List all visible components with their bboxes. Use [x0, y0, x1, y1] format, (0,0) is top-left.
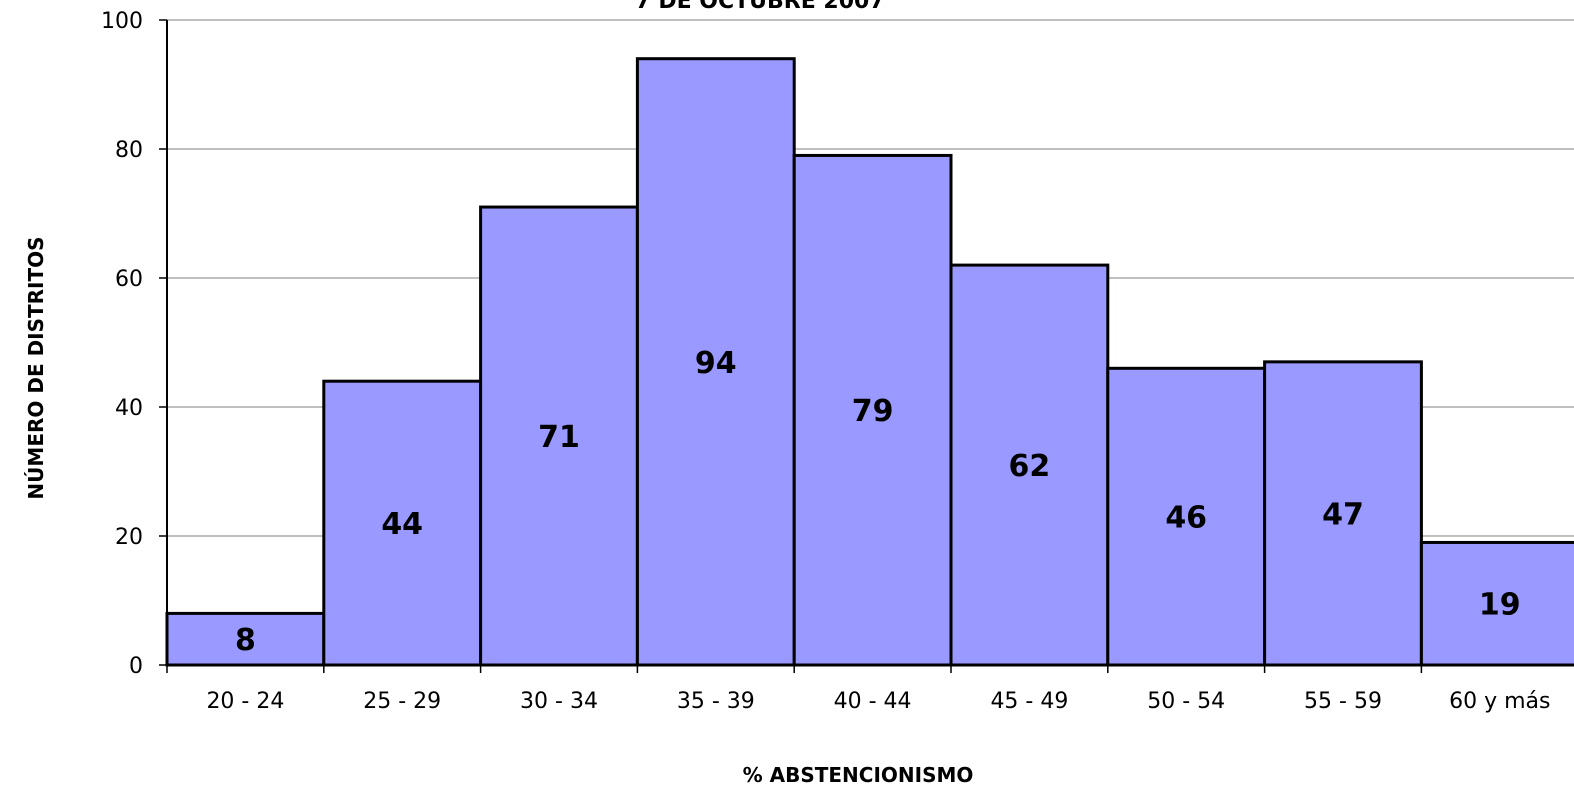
- y-axis-title: NÚMERO DE DISTRITOS: [24, 236, 48, 499]
- y-tick-label: 100: [101, 9, 143, 34]
- y-tick-label: 20: [115, 525, 143, 550]
- y-tick-label: 0: [129, 654, 143, 679]
- labels: 0 20 40 60 80 100 8 20 - 24 44 25 - 29 71 30 - 34 94…: [101, 9, 1550, 714]
- data-label: 46: [1165, 501, 1207, 536]
- y-tick-label: 40: [115, 396, 143, 421]
- chart-title: 7 DE OCTUBRE 2007: [635, 0, 884, 14]
- bar: [949, 263, 1110, 667]
- x-tick-label: 20 - 24: [206, 689, 284, 714]
- axes: [159, 19, 1574, 673]
- bar: [792, 153, 953, 667]
- data-label: 44: [381, 507, 423, 542]
- data-label: 62: [1009, 449, 1051, 484]
- x-tick-label: 60 y más: [1449, 689, 1550, 714]
- bar: [479, 205, 639, 667]
- bar: [635, 57, 796, 667]
- data-label: 8: [235, 623, 256, 658]
- x-tick-label: 25 - 29: [363, 689, 441, 714]
- y-tick-label: 80: [115, 138, 143, 163]
- data-label: 47: [1322, 497, 1364, 532]
- bar: [1263, 360, 1423, 667]
- bar: [1106, 366, 1267, 667]
- x-tick-label: 50 - 54: [1147, 689, 1225, 714]
- x-tick-label: 35 - 39: [677, 689, 755, 714]
- x-tick-label: 40 - 44: [834, 689, 912, 714]
- x-tick-label: 55 - 59: [1304, 689, 1382, 714]
- data-label: 94: [695, 346, 737, 381]
- data-label: 71: [538, 420, 580, 455]
- data-label: 19: [1479, 588, 1521, 623]
- bars: [165, 57, 1574, 667]
- x-tick-label: 45 - 49: [990, 689, 1068, 714]
- x-axis-title: % ABSTENCIONISMO: [743, 763, 974, 787]
- bar: [1419, 540, 1574, 667]
- y-tick-label: 60: [115, 267, 143, 292]
- data-label: 79: [852, 394, 894, 429]
- x-tick-label: 30 - 34: [520, 689, 598, 714]
